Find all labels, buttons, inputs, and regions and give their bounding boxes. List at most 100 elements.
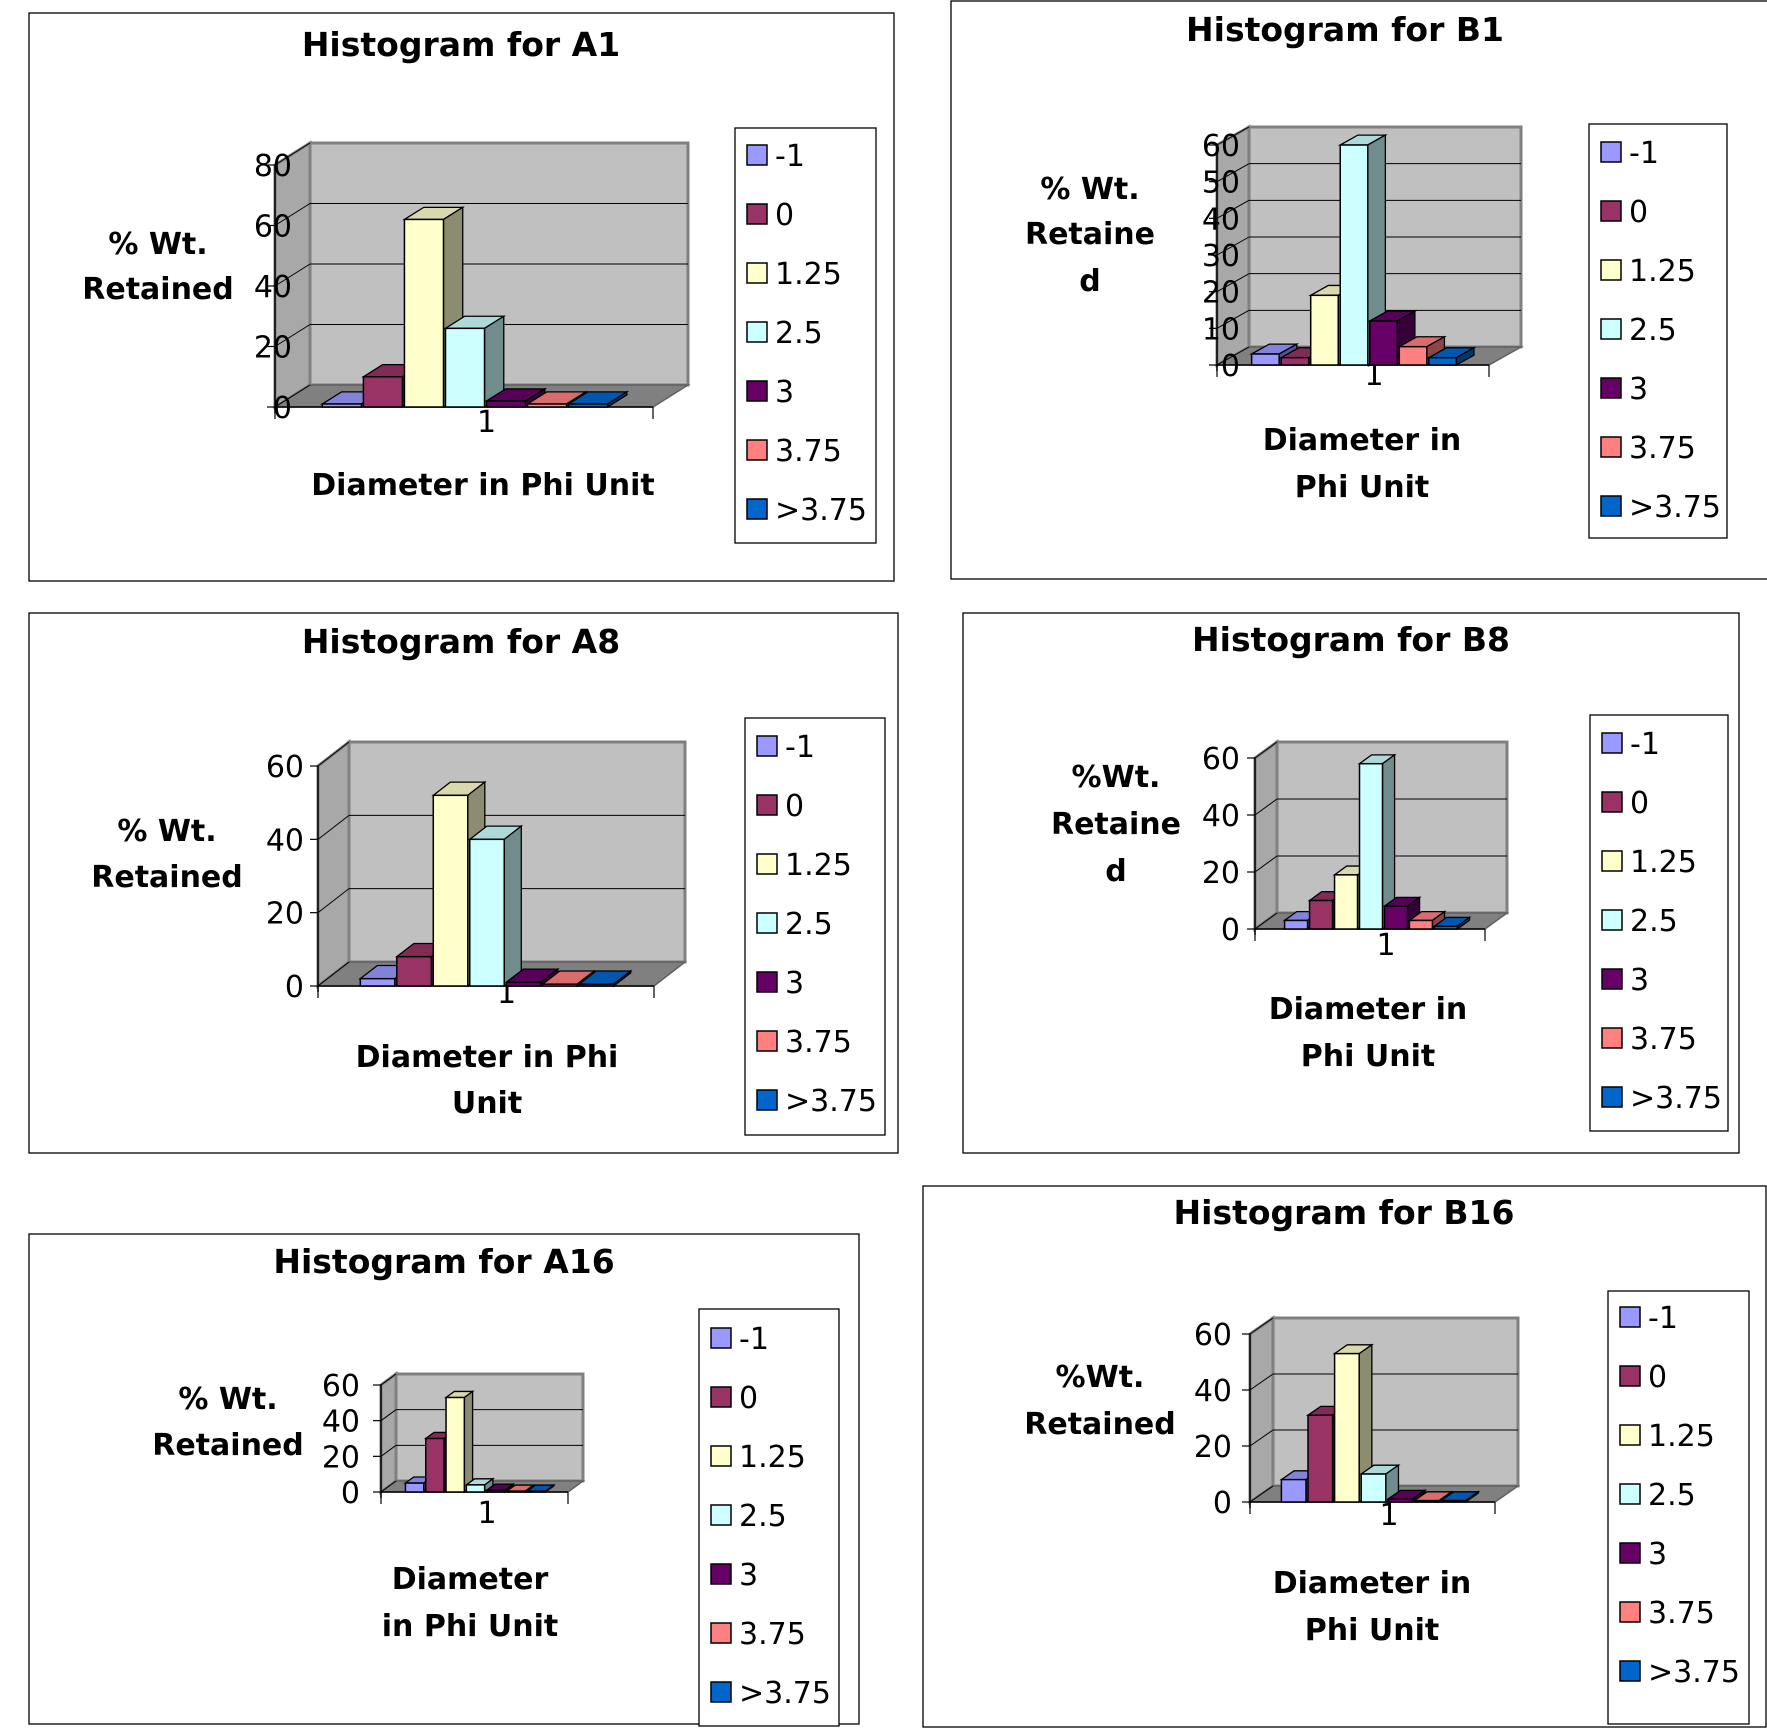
gridline-side xyxy=(317,741,350,767)
plot-side-wall xyxy=(1248,1315,1275,1505)
legend-label: 3 xyxy=(739,1558,758,1593)
gridline-side xyxy=(1216,309,1250,329)
legend-swatch xyxy=(756,735,778,757)
bar-side xyxy=(463,1390,474,1494)
legend-label: 1.25 xyxy=(739,1440,806,1475)
gridline-side xyxy=(1216,126,1250,146)
legend-swatch xyxy=(710,1622,732,1644)
legend-label: 1.25 xyxy=(775,257,842,292)
gridline-side xyxy=(317,888,350,914)
legend-swatch xyxy=(1619,1424,1641,1446)
legend-swatch xyxy=(1619,1601,1641,1623)
chart-panel: Histogram for A1 % Wt. Retained Diameter in… xyxy=(28,12,895,582)
bar xyxy=(505,981,542,987)
legend-label: 1.25 xyxy=(1630,845,1697,880)
legend-swatch xyxy=(1601,791,1623,813)
legend-label: >3.75 xyxy=(739,1676,831,1711)
y-axis-label: %Wt.Retained xyxy=(1024,1360,1176,1442)
chart-panel: Histogram for B1 % Wt. Retaine d Diameter in… xyxy=(950,0,1767,580)
gridline-side xyxy=(274,263,311,287)
y-tick-label: 10 xyxy=(1202,312,1240,347)
y-tick-label: 20 xyxy=(1202,276,1240,311)
bar xyxy=(403,218,445,408)
gridline-side xyxy=(317,961,350,987)
legend-label: 2.5 xyxy=(785,907,833,942)
bar xyxy=(1360,1473,1387,1503)
bar xyxy=(1307,1414,1334,1503)
x-axis-label: Diameter in Phi Unit xyxy=(1263,423,1462,505)
legend-label: 2.5 xyxy=(739,1499,787,1534)
bar xyxy=(424,1437,445,1493)
legend-swatch xyxy=(1600,259,1622,281)
y-tick-label: 40 xyxy=(1202,799,1240,834)
legend-label: 0 xyxy=(1648,1360,1667,1395)
legend-swatch xyxy=(746,262,768,284)
gridline-side xyxy=(1249,1485,1274,1503)
legend-label: 1.25 xyxy=(785,848,852,883)
legend-swatch xyxy=(710,1681,732,1703)
y-tick-label: 0 xyxy=(1213,1486,1232,1521)
y-tick-label: 60 xyxy=(322,1369,360,1404)
chart-panel: Histogram for A16 % Wt. Retained Diameter in… xyxy=(28,1233,860,1727)
y-tick-label: 40 xyxy=(266,823,304,858)
bar xyxy=(1250,353,1280,366)
gridline-side xyxy=(1216,163,1250,183)
x-axis-label: Diameter in Phi Unit xyxy=(311,468,654,503)
bar xyxy=(1333,874,1359,930)
legend-box xyxy=(1607,1290,1750,1725)
legend-swatch xyxy=(1600,141,1622,163)
bar xyxy=(541,983,578,987)
legend-swatch xyxy=(1619,1660,1641,1682)
bar xyxy=(445,1396,466,1493)
legend-label: 3.75 xyxy=(1630,1022,1697,1057)
legend-label: 3 xyxy=(775,375,794,410)
bar xyxy=(1387,1498,1414,1503)
y-tick-label: 80 xyxy=(254,149,292,184)
legend-swatch xyxy=(746,498,768,520)
legend-label: -1 xyxy=(739,1322,769,1357)
gridline-side xyxy=(274,142,311,166)
bar xyxy=(526,403,568,408)
legend-swatch xyxy=(710,1445,732,1467)
legend-swatch xyxy=(1601,968,1623,990)
gridline-side xyxy=(1216,236,1250,256)
bar xyxy=(567,403,609,408)
y-tick-label: 0 xyxy=(1221,349,1240,384)
legend-swatch xyxy=(746,144,768,166)
legend-label: 0 xyxy=(1630,786,1649,821)
y-tick-label: 60 xyxy=(1202,129,1240,164)
bar xyxy=(359,977,396,987)
legend-label: 0 xyxy=(785,789,804,824)
legend-label: 1.25 xyxy=(1648,1419,1715,1454)
legend-label: >3.75 xyxy=(1629,490,1721,525)
legend-label: 3.75 xyxy=(1629,431,1696,466)
bar xyxy=(396,955,433,987)
legend-swatch xyxy=(1601,732,1623,754)
bar xyxy=(1309,294,1339,366)
bar xyxy=(465,1484,486,1493)
legend-swatch xyxy=(756,853,778,875)
legend-label: 2.5 xyxy=(775,316,823,351)
chart-title: Histogram for A8 xyxy=(302,622,620,661)
chart-panel: Histogram for B8 %Wt. Retaine d Diameter in P… xyxy=(962,612,1740,1154)
x-tick-label: 1 xyxy=(1376,928,1395,963)
legend-label: -1 xyxy=(1629,136,1659,171)
bar xyxy=(1339,144,1369,366)
bar xyxy=(444,327,486,408)
gridline-side xyxy=(1254,798,1278,816)
legend-swatch xyxy=(1600,436,1622,458)
legend-swatch xyxy=(746,203,768,225)
legend-swatch xyxy=(1600,495,1622,517)
legend-swatch xyxy=(1600,318,1622,340)
bar xyxy=(1308,899,1334,930)
x-axis-label: Diameter in Phi Unit xyxy=(1273,1566,1472,1648)
gridline-side xyxy=(1254,741,1278,759)
bar xyxy=(1358,762,1384,930)
legend-swatch xyxy=(1619,1483,1641,1505)
y-tick-label: 20 xyxy=(1194,1430,1232,1465)
chart-title: Histogram for B1 xyxy=(1186,10,1504,49)
bar xyxy=(362,376,404,408)
